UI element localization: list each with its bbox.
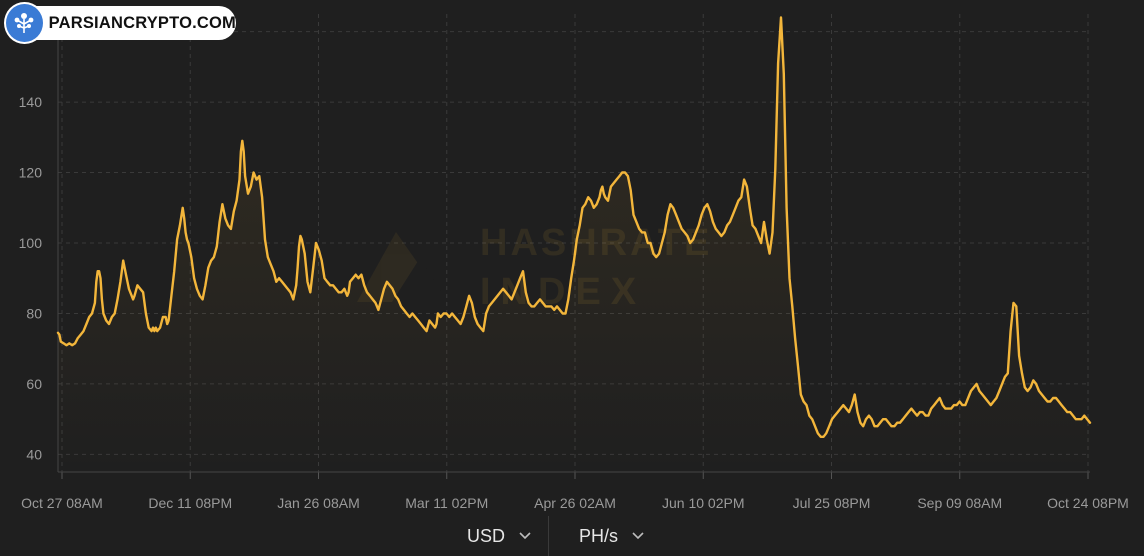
hashrate-index-watermark: [357, 232, 448, 302]
x-tick-label: Jun 10 02PM: [662, 495, 745, 511]
series-line: [56, 16, 1092, 438]
y-tick-label: 80: [26, 305, 42, 321]
logo-text: PARSIANCRYPTO.COM: [48, 13, 236, 32]
currency-select[interactable]: USD: [450, 516, 548, 556]
y-tick-label: 100: [19, 235, 43, 251]
x-tick-label: Jul 25 08PM: [793, 495, 871, 511]
x-tick-label: Dec 11 08PM: [148, 495, 232, 511]
unit-label: PH/s: [579, 525, 619, 546]
y-tick-label: 40: [26, 446, 42, 462]
y-tick-label: 140: [19, 94, 43, 110]
tree-network-icon: [4, 2, 45, 44]
y-tick-label: 120: [19, 165, 43, 181]
chart-controls: USD PH/s: [450, 516, 664, 556]
x-tick-label: Jan 26 08AM: [277, 495, 360, 511]
x-tick-label: Oct 24 08PM: [1047, 495, 1129, 511]
series-area-fill: [58, 17, 1090, 472]
y-tick-label: 60: [26, 376, 42, 392]
chevron-down-icon: [519, 532, 531, 540]
x-tick-label: Mar 11 02PM: [405, 495, 488, 511]
currency-label: USD: [467, 525, 506, 546]
chevron-down-icon: [632, 532, 644, 540]
site-logo[interactable]: PARSIANCRYPTO.COM: [4, 2, 236, 44]
x-tick-label: Oct 27 08AM: [21, 495, 103, 511]
x-tick-label: Sep 09 08AM: [917, 495, 1002, 511]
x-tick-label: Apr 26 02AM: [534, 495, 616, 511]
unit-select[interactable]: PH/s: [548, 516, 664, 556]
